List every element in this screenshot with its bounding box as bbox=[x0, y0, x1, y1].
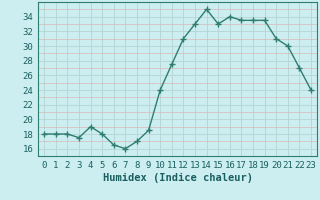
X-axis label: Humidex (Indice chaleur): Humidex (Indice chaleur) bbox=[103, 173, 252, 183]
